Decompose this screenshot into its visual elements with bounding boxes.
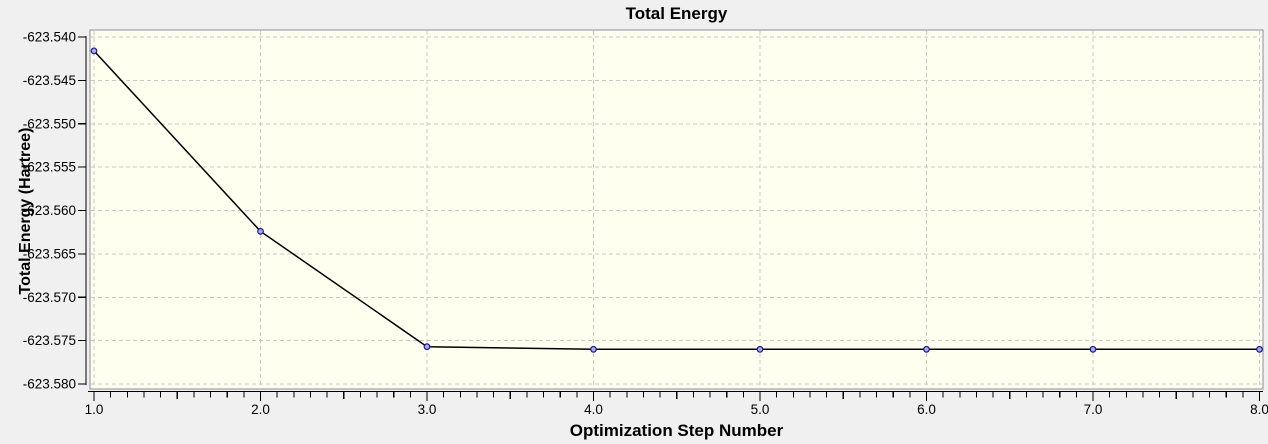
data-point-marker xyxy=(590,345,597,353)
y-tick-label: -623.570 xyxy=(23,290,76,305)
y-axis-title: Total Energy (Hartree) xyxy=(17,127,34,295)
y-tick-label: -623.540 xyxy=(23,30,76,45)
x-axis-title: Optimization Step Number xyxy=(569,421,784,440)
y-tick-label: -623.560 xyxy=(23,203,76,218)
data-point-marker xyxy=(1256,345,1263,353)
data-point-marker xyxy=(756,345,764,353)
x-tick-label: 8.0 xyxy=(1250,402,1268,417)
plot-area xyxy=(89,29,1264,390)
data-point-marker xyxy=(423,343,431,351)
y-tick-label: -623.565 xyxy=(23,246,76,261)
y-tick-label: -623.555 xyxy=(23,160,76,175)
data-point-marker xyxy=(1089,345,1097,353)
x-tick-label: 7.0 xyxy=(1084,402,1103,417)
y-tick-label: -623.580 xyxy=(23,377,76,392)
energy-line xyxy=(93,50,1260,351)
data-point-marker xyxy=(923,345,930,353)
y-tick-label: -623.550 xyxy=(23,116,76,131)
x-tick-label: 2.0 xyxy=(251,402,270,417)
x-tick-label: 6.0 xyxy=(917,402,936,417)
x-tick-label: 4.0 xyxy=(584,402,603,417)
chart-title: Total Energy xyxy=(625,4,728,23)
data-point-marker xyxy=(257,227,264,235)
x-tick-label: 1.0 xyxy=(85,402,104,417)
data-point-marker xyxy=(90,47,98,55)
y-tick-label: -623.575 xyxy=(23,333,76,348)
y-tick-label: -623.545 xyxy=(23,73,76,88)
x-tick-label: 3.0 xyxy=(418,402,437,417)
x-tick-label: 5.0 xyxy=(751,402,770,417)
